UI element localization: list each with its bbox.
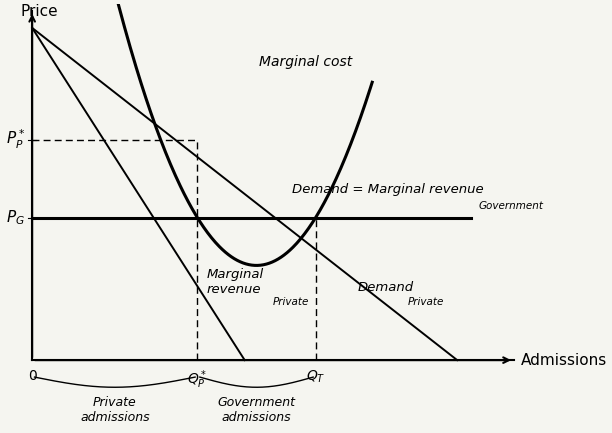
Text: Government: Government	[479, 201, 543, 211]
Text: 0: 0	[28, 368, 37, 383]
Text: Admissions: Admissions	[521, 352, 607, 368]
Text: Private
admissions: Private admissions	[80, 396, 149, 424]
Text: Price: Price	[20, 4, 58, 19]
Text: $P_P^*$: $P_P^*$	[6, 128, 25, 152]
Text: Marginal cost: Marginal cost	[259, 55, 352, 69]
Text: Government
admissions: Government admissions	[217, 396, 296, 424]
Text: $Q_P^*$: $Q_P^*$	[187, 368, 207, 391]
Text: $P_G$: $P_G$	[6, 208, 25, 227]
Text: Demand = Marginal revenue: Demand = Marginal revenue	[292, 183, 483, 196]
Text: Private: Private	[408, 297, 444, 307]
Text: Marginal
revenue: Marginal revenue	[207, 268, 264, 296]
Text: Private: Private	[273, 297, 310, 307]
Text: Demand: Demand	[358, 281, 414, 294]
Text: $Q_T$: $Q_T$	[306, 368, 326, 385]
